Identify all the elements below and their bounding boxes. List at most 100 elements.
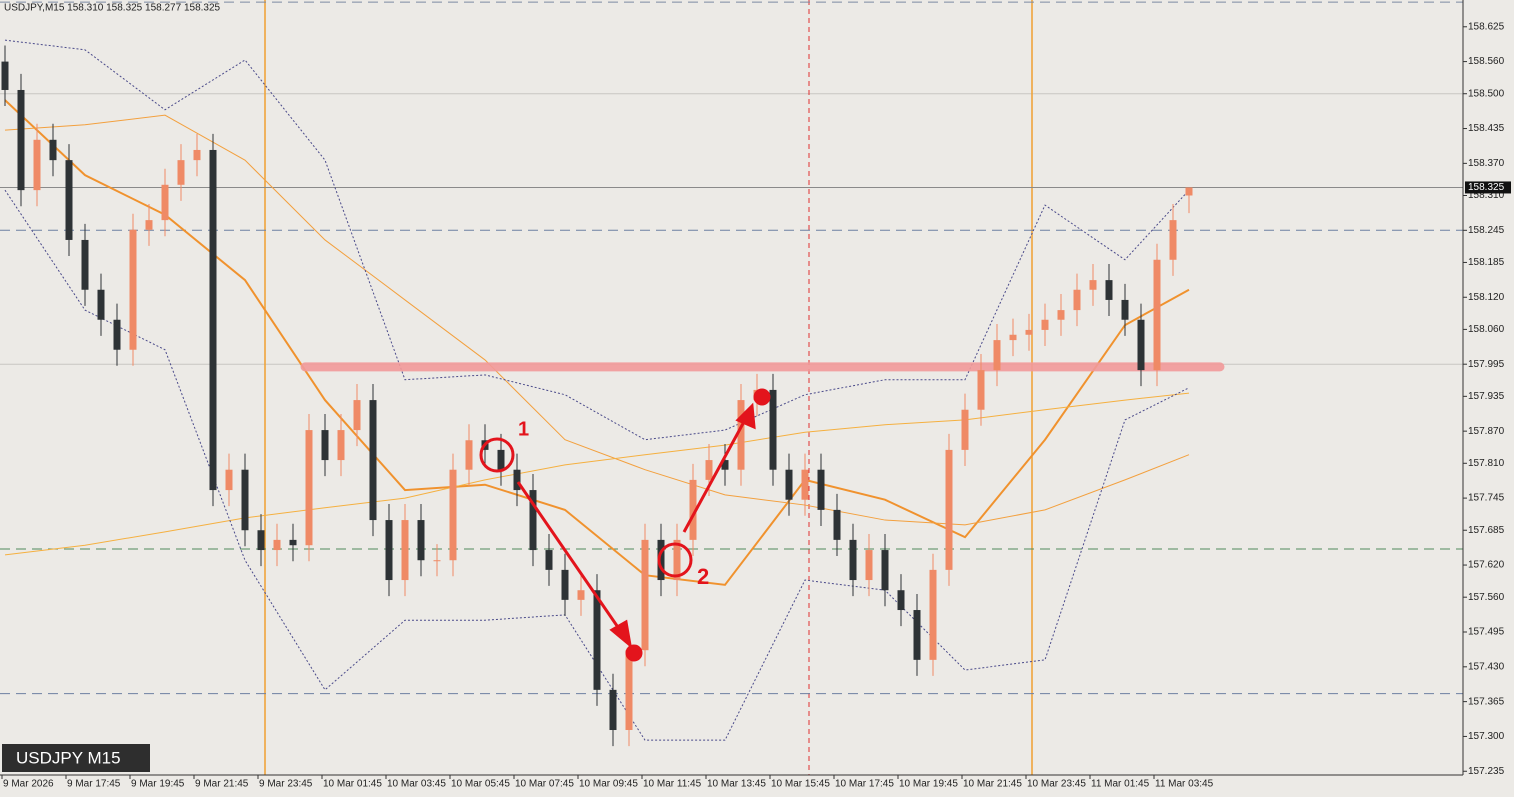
candle-body xyxy=(129,229,137,350)
candle-body xyxy=(897,590,905,611)
candle-body xyxy=(593,590,601,690)
candle-body xyxy=(513,469,521,491)
candle-body xyxy=(97,289,105,320)
y-tick-label: 157.620 xyxy=(1468,560,1505,571)
candle-body xyxy=(305,430,313,546)
y-tick-label: 158.500 xyxy=(1468,88,1505,99)
annotation-arrow xyxy=(516,481,626,637)
indicator-line xyxy=(4,392,1190,556)
candle-body xyxy=(161,184,169,221)
candle-body xyxy=(945,449,953,570)
x-tick-label: 9 Mar 17:45 xyxy=(67,779,121,790)
candle-body xyxy=(577,590,585,600)
candle-body xyxy=(433,560,441,562)
candles-layer xyxy=(1,45,1193,747)
indicator-line xyxy=(4,39,1190,441)
candle-body xyxy=(1057,310,1065,320)
x-tick-label: 10 Mar 19:45 xyxy=(899,779,958,790)
x-tick-label: 10 Mar 23:45 xyxy=(1027,779,1086,790)
x-tick-label: 10 Mar 01:45 xyxy=(323,779,382,790)
symbol-label: USDJPY M15 xyxy=(16,748,121,767)
x-tick-label: 10 Mar 05:45 xyxy=(451,779,510,790)
candle-body xyxy=(785,469,793,500)
y-tick-label: 158.625 xyxy=(1468,21,1505,32)
candle-body xyxy=(49,139,57,161)
candle-body xyxy=(977,370,985,410)
candle-body xyxy=(465,440,473,470)
x-tick-label: 10 Mar 03:45 xyxy=(387,779,446,790)
candle-body xyxy=(689,479,697,540)
price-tag xyxy=(1465,181,1511,194)
chart-title: USDJPY,M15 158.310 158.325 158.277 158.3… xyxy=(4,3,221,14)
candle-body xyxy=(337,430,345,461)
candle-body xyxy=(961,409,969,450)
y-tick-label: 157.870 xyxy=(1468,426,1505,437)
x-tick-label: 10 Mar 15:45 xyxy=(771,779,830,790)
candle-body xyxy=(609,689,617,731)
y-tick-label: 157.685 xyxy=(1468,525,1505,536)
candle-body xyxy=(273,539,281,551)
candle-body xyxy=(417,520,425,561)
candle-body xyxy=(993,340,1001,371)
x-tick-label: 11 Mar 01:45 xyxy=(1091,779,1150,790)
candle-body xyxy=(1073,289,1081,311)
y-tick-label: 157.495 xyxy=(1468,627,1505,638)
x-tick-label: 10 Mar 17:45 xyxy=(835,779,894,790)
y-tick-label: 158.060 xyxy=(1468,324,1505,335)
x-tick-label: 10 Mar 09:45 xyxy=(579,779,638,790)
candle-body xyxy=(817,469,825,510)
candle-body xyxy=(705,460,713,480)
x-tick-label: 9 Mar 21:45 xyxy=(195,779,249,790)
y-tick-label: 158.560 xyxy=(1468,56,1505,67)
y-tick-label: 158.245 xyxy=(1468,225,1505,236)
candle-body xyxy=(833,509,841,540)
candle-body xyxy=(113,319,121,350)
candle-body xyxy=(1,61,9,90)
indicators-layer xyxy=(4,39,1190,741)
annotation-dot xyxy=(625,644,643,662)
annotation-arrow xyxy=(682,417,748,533)
candle-body xyxy=(321,430,329,461)
y-tick-label: 157.235 xyxy=(1468,766,1505,777)
levels-layer xyxy=(0,1,1463,695)
y-tick-label: 158.310 xyxy=(1468,190,1505,201)
y-tick-label: 157.995 xyxy=(1468,359,1505,370)
candle-body xyxy=(385,520,393,581)
price-tag-label: 158.325 xyxy=(1468,182,1505,193)
candle-body xyxy=(625,650,633,731)
indicator-line xyxy=(4,99,1190,586)
candle-body xyxy=(289,539,297,546)
symbol-box xyxy=(2,744,150,772)
candle-body xyxy=(401,520,409,581)
x-tick-label: 9 Mar 2026 xyxy=(3,779,54,790)
x-tick-label: 9 Mar 23:45 xyxy=(259,779,313,790)
x-tick-label: 9 Mar 19:45 xyxy=(131,779,185,790)
y-tick-label: 157.560 xyxy=(1468,592,1505,603)
x-tick-label: 10 Mar 13:45 xyxy=(707,779,766,790)
annotation-label: 2 xyxy=(697,564,709,589)
candle-body xyxy=(1089,280,1097,290)
candle-body xyxy=(1025,329,1033,335)
annotation-dot xyxy=(753,388,771,406)
candle-body xyxy=(529,490,537,551)
y-tick-label: 157.430 xyxy=(1468,661,1505,672)
candle-body xyxy=(177,160,185,185)
candle-body xyxy=(1153,259,1161,371)
annotations xyxy=(479,388,771,662)
y-tick-label: 157.935 xyxy=(1468,391,1505,402)
candle-body xyxy=(497,449,505,470)
x-tick-label: 10 Mar 07:45 xyxy=(515,779,574,790)
candle-body xyxy=(241,469,249,531)
candle-body xyxy=(769,389,777,470)
candle-body xyxy=(193,149,201,161)
candle-body xyxy=(81,239,89,290)
candle-body xyxy=(673,539,681,581)
candle-body xyxy=(257,530,265,551)
candle-body xyxy=(881,550,889,591)
annotation-circle xyxy=(479,437,515,473)
candle-body xyxy=(737,400,745,470)
y-tick-label: 158.185 xyxy=(1468,257,1505,268)
candle-body xyxy=(929,569,937,660)
y-tick-label: 158.435 xyxy=(1468,123,1505,134)
